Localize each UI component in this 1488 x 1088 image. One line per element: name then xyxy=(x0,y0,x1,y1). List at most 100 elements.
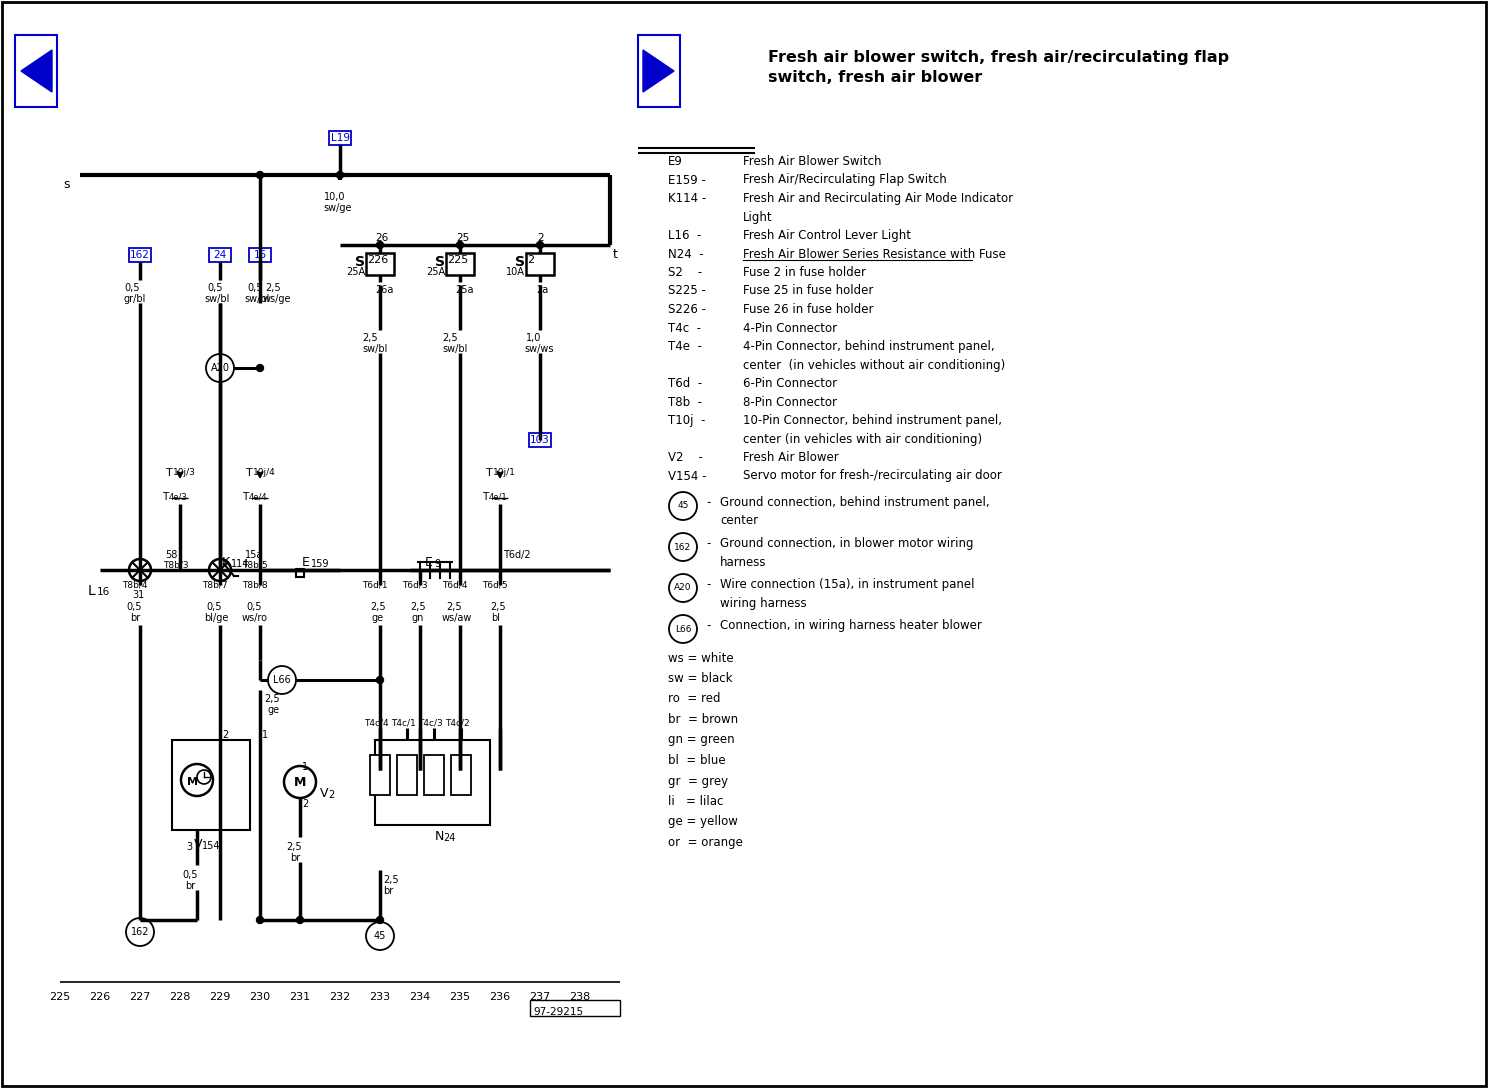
Text: T8b/8: T8b/8 xyxy=(243,580,268,589)
Text: V: V xyxy=(320,787,329,800)
Text: 10j/4: 10j/4 xyxy=(253,468,275,477)
Text: -: - xyxy=(705,537,710,551)
Text: 16: 16 xyxy=(97,588,110,597)
Polygon shape xyxy=(643,50,674,92)
Text: 1,0: 1,0 xyxy=(525,333,542,343)
Text: Ground connection, in blower motor wiring: Ground connection, in blower motor wirin… xyxy=(720,537,973,551)
Text: T6d  -: T6d - xyxy=(668,378,702,390)
Text: 45: 45 xyxy=(677,502,689,510)
Text: T6d/1: T6d/1 xyxy=(362,580,388,589)
Text: 1: 1 xyxy=(262,730,268,740)
Text: 225: 225 xyxy=(446,255,469,265)
Text: -: - xyxy=(705,619,710,632)
Text: br: br xyxy=(185,881,195,891)
Text: 2,5: 2,5 xyxy=(442,333,458,343)
Text: ws/ge: ws/ge xyxy=(263,294,292,304)
Text: 225: 225 xyxy=(49,992,70,1002)
Text: Fresh Air Blower: Fresh Air Blower xyxy=(743,452,839,463)
Text: 0,5: 0,5 xyxy=(124,283,140,293)
Text: 2: 2 xyxy=(327,790,335,800)
Text: 1: 1 xyxy=(302,762,308,772)
Text: T4c/1: T4c/1 xyxy=(391,718,415,727)
Text: Ground connection, behind instrument panel,: Ground connection, behind instrument pan… xyxy=(720,496,990,509)
Text: M: M xyxy=(187,777,198,787)
Bar xyxy=(446,254,475,275)
Text: 97-29215: 97-29215 xyxy=(533,1007,583,1017)
Bar xyxy=(371,755,390,795)
Text: 226: 226 xyxy=(89,992,110,1002)
Text: E9: E9 xyxy=(668,154,683,168)
Bar xyxy=(366,254,394,275)
Bar xyxy=(530,1000,620,1016)
Text: gn: gn xyxy=(411,613,424,623)
Text: Fresh Air and Recirculating Air Mode Indicator: Fresh Air and Recirculating Air Mode Ind… xyxy=(743,191,1013,205)
Text: br: br xyxy=(290,853,301,863)
Text: 10-Pin Connector, behind instrument panel,: 10-Pin Connector, behind instrument pane… xyxy=(743,415,1001,426)
Text: S: S xyxy=(356,255,365,269)
Text: Light: Light xyxy=(743,210,772,223)
Bar xyxy=(173,740,250,830)
Text: 234: 234 xyxy=(409,992,430,1002)
Text: 2,5: 2,5 xyxy=(263,694,280,704)
Text: 2,5: 2,5 xyxy=(286,842,302,852)
Text: 0,5: 0,5 xyxy=(126,602,141,611)
Text: T6d/5: T6d/5 xyxy=(482,580,507,589)
Text: T4c  -: T4c - xyxy=(668,321,701,334)
Text: 4-Pin Connector, behind instrument panel,: 4-Pin Connector, behind instrument panel… xyxy=(743,339,994,353)
Text: sw/bl: sw/bl xyxy=(244,294,269,304)
Text: S226 -: S226 - xyxy=(668,302,705,316)
Bar xyxy=(375,740,490,825)
Text: 114: 114 xyxy=(231,559,250,569)
Text: T: T xyxy=(167,468,173,478)
Bar xyxy=(525,254,554,275)
Text: 230: 230 xyxy=(250,992,271,1002)
Text: A20: A20 xyxy=(674,583,692,593)
Bar xyxy=(15,35,57,107)
Text: T: T xyxy=(482,492,488,502)
Text: 228: 228 xyxy=(170,992,190,1002)
Bar xyxy=(424,755,443,795)
Text: bl/ge: bl/ge xyxy=(204,613,228,623)
Text: 154: 154 xyxy=(202,841,220,851)
Text: 237: 237 xyxy=(530,992,551,1002)
Text: ws = white
sw = black
ro  = red
br  = brown
gn = green
bl  = blue
gr  = grey
li : ws = white sw = black ro = red br = brow… xyxy=(668,652,743,849)
Text: T6d/3: T6d/3 xyxy=(402,580,427,589)
Text: Servo motor for fresh-/recirculating air door: Servo motor for fresh-/recirculating air… xyxy=(743,470,1001,482)
Text: 58: 58 xyxy=(165,551,177,560)
Text: T8b  -: T8b - xyxy=(668,396,702,408)
Text: V: V xyxy=(193,838,202,851)
Text: 2a: 2a xyxy=(536,285,548,295)
Text: K: K xyxy=(222,556,231,569)
Text: Fuse 25 in fuse holder: Fuse 25 in fuse holder xyxy=(743,284,873,297)
Text: E: E xyxy=(302,556,310,569)
Text: 2: 2 xyxy=(302,799,308,809)
Polygon shape xyxy=(21,50,52,92)
Bar xyxy=(248,248,271,262)
Text: ge: ge xyxy=(371,613,382,623)
Bar xyxy=(329,131,351,145)
Text: 226: 226 xyxy=(368,255,388,265)
Text: A20: A20 xyxy=(210,363,229,373)
Text: Fuse 2 in fuse holder: Fuse 2 in fuse holder xyxy=(743,265,866,279)
Text: T8b/7: T8b/7 xyxy=(202,580,228,589)
Bar xyxy=(397,755,417,795)
Circle shape xyxy=(256,916,263,924)
Text: 238: 238 xyxy=(570,992,591,1002)
Text: 9: 9 xyxy=(434,559,440,569)
Text: Connection, in wiring harness heater blower: Connection, in wiring harness heater blo… xyxy=(720,619,982,632)
Text: 15a: 15a xyxy=(246,551,263,560)
Text: 4e/1: 4e/1 xyxy=(490,492,507,500)
Text: 25A: 25A xyxy=(426,267,445,277)
Text: gr/bl: gr/bl xyxy=(124,294,146,304)
Text: V2    -: V2 - xyxy=(668,452,702,463)
Text: 4e/4: 4e/4 xyxy=(248,492,268,500)
Text: T6d/2: T6d/2 xyxy=(503,551,531,560)
Text: T8b/4: T8b/4 xyxy=(122,580,147,589)
Text: 8-Pin Connector: 8-Pin Connector xyxy=(743,396,836,408)
Text: 25a: 25a xyxy=(455,285,473,295)
Bar xyxy=(208,248,231,262)
Text: 2,5: 2,5 xyxy=(371,602,385,611)
Text: T8b/3: T8b/3 xyxy=(164,561,189,570)
Text: 233: 233 xyxy=(369,992,390,1002)
Text: ws/aw: ws/aw xyxy=(442,613,472,623)
